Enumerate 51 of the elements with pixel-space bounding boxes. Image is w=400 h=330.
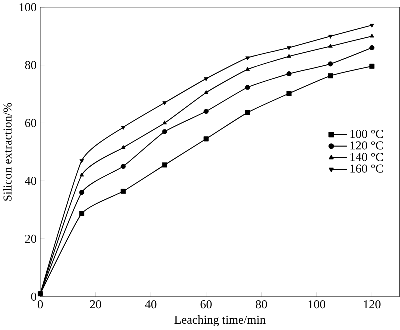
- point: [80, 172, 84, 177]
- y-tick-label: 60: [25, 119, 36, 128]
- point: [162, 129, 168, 134]
- point: [79, 211, 85, 216]
- point: [162, 102, 168, 106]
- point: [370, 64, 375, 70]
- x-tick-label: 80: [256, 300, 268, 309]
- point: [370, 24, 374, 28]
- x-tick-label: 60: [200, 300, 212, 309]
- x-tick-label: 120: [364, 300, 381, 309]
- point: [162, 162, 168, 168]
- y-tick-label: 20: [25, 234, 36, 244]
- point: [328, 44, 333, 48]
- point: [245, 110, 250, 116]
- point: [287, 54, 292, 58]
- legend-label: 160 °C: [350, 164, 384, 173]
- point: [204, 136, 209, 142]
- point: [121, 145, 126, 150]
- legend-label: 140 °C: [350, 153, 384, 162]
- point: [370, 45, 375, 51]
- y-axis-title: Silicon extraction/%: [3, 103, 12, 201]
- y-tick-label: 40: [25, 177, 36, 186]
- y-tick-label: 0: [31, 292, 36, 302]
- point: [328, 35, 333, 39]
- point: [246, 56, 250, 61]
- y-tick-label: 100: [20, 3, 36, 12]
- legend-label: 120 °C: [350, 142, 384, 150]
- point: [245, 85, 250, 90]
- x-tick-label: 100: [308, 300, 326, 309]
- point: [204, 78, 209, 82]
- x-tick-label: 40: [145, 300, 157, 309]
- point: [204, 109, 209, 114]
- x-axis-title: Leaching time/min: [174, 316, 266, 327]
- point: [370, 34, 374, 38]
- point: [80, 160, 84, 164]
- point: [120, 189, 126, 194]
- legend-label: 100 °C: [350, 130, 384, 138]
- point: [287, 46, 292, 51]
- point: [328, 62, 334, 67]
- point: [286, 72, 292, 77]
- point: [79, 190, 85, 196]
- point: [120, 164, 126, 170]
- point: [328, 74, 334, 79]
- point: [286, 91, 292, 96]
- x-tick-label: 0: [38, 300, 44, 309]
- y-tick-label: 80: [25, 61, 36, 70]
- point: [162, 120, 168, 125]
- x-tick-label: 20: [90, 300, 102, 309]
- point: [121, 126, 126, 130]
- point: [246, 67, 250, 72]
- point: [204, 90, 209, 94]
